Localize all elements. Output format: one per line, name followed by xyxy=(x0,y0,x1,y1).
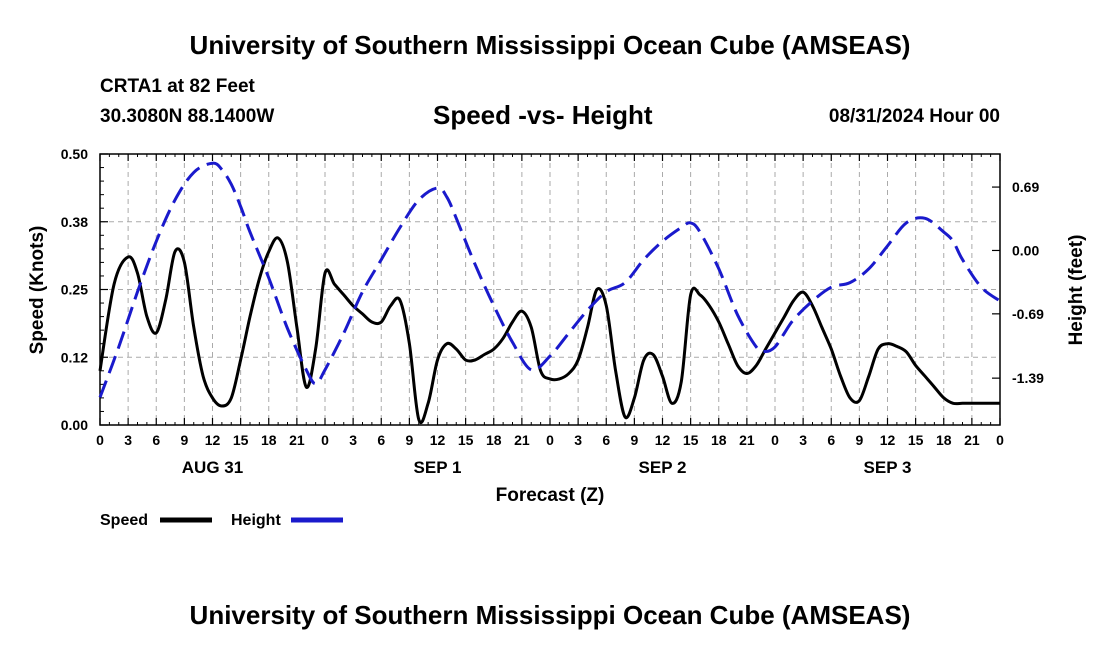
station-name: CRTA1 at 82 Feet xyxy=(100,76,255,97)
x-tick-label: 9 xyxy=(855,432,863,448)
x-tick-label: 3 xyxy=(799,432,807,448)
x-tick-label: 21 xyxy=(964,432,980,448)
x-tick-label: 15 xyxy=(683,432,699,448)
x-tick-label: 15 xyxy=(458,432,474,448)
y-axis-left-label: Speed (Knots) xyxy=(27,226,48,355)
x-tick-label: 21 xyxy=(739,432,755,448)
y-right-tick-label: -0.69 xyxy=(1012,306,1044,322)
data-series xyxy=(98,161,1001,425)
y-left-tick-label: 0.00 xyxy=(61,417,88,433)
legend-height-label: Height xyxy=(231,512,281,529)
x-tick-label: 9 xyxy=(180,432,188,448)
forecast-datetime: 08/31/2024 Hour 00 xyxy=(828,106,1000,127)
page-title: University of Southern Mississippi Ocean… xyxy=(189,30,911,60)
x-tick-label: 21 xyxy=(514,432,530,448)
x-tick-label: 21 xyxy=(289,432,305,448)
x-tick-label: 3 xyxy=(574,432,582,448)
x-tick-label: 0 xyxy=(96,432,104,448)
legend-speed-label: Speed xyxy=(100,512,148,529)
x-tick-label: 6 xyxy=(827,432,835,448)
series-height-line xyxy=(98,161,1001,398)
x-tick-label: 18 xyxy=(936,432,952,448)
x-tick-label: 6 xyxy=(602,432,610,448)
x-tick-label: 6 xyxy=(152,432,160,448)
x-tick-label: 18 xyxy=(261,432,277,448)
x-tick-label: 12 xyxy=(880,432,896,448)
x-tick-label: 18 xyxy=(486,432,502,448)
y-left-tick-label: 0.50 xyxy=(61,146,88,162)
y-left-tick-label: 0.25 xyxy=(61,282,88,298)
x-tick-label: 0 xyxy=(771,432,779,448)
y-axis-right-label: Height (feet) xyxy=(1066,235,1087,346)
legend: Speed Height xyxy=(100,512,343,529)
y-left-tick-label: 0.12 xyxy=(61,349,88,365)
x-tick-label: 9 xyxy=(630,432,638,448)
x-tick-label: 18 xyxy=(711,432,727,448)
axis-ticks: 0 3 6 9 12 15 18 21 0 3 6 9 12 15 18 21 0 3 6 9 12 15 18 21 0 3 6 9… xyxy=(61,146,1044,477)
station-coords: 30.3080N 88.1400W xyxy=(100,106,275,127)
day-label: SEP 3 xyxy=(864,458,912,477)
day-label: SEP 2 xyxy=(639,458,687,477)
footer-title: University of Southern Mississippi Ocean… xyxy=(189,600,911,630)
x-tick-label: 12 xyxy=(430,432,446,448)
day-label: SEP 1 xyxy=(414,458,462,477)
x-tick-label: 3 xyxy=(124,432,132,448)
x-tick-label: 12 xyxy=(655,432,671,448)
chart-title: Speed -vs- Height xyxy=(433,100,653,130)
grid-lines xyxy=(100,154,1000,425)
x-tick-label: 0 xyxy=(546,432,554,448)
x-tick-label: 6 xyxy=(377,432,385,448)
y-right-tick-label: -1.39 xyxy=(1012,370,1044,386)
day-label: AUG 31 xyxy=(182,458,243,477)
x-tick-label: 12 xyxy=(205,432,221,448)
y-right-tick-label: 0.69 xyxy=(1012,179,1039,195)
x-tick-label: 15 xyxy=(908,432,924,448)
x-tick-label: 0 xyxy=(321,432,329,448)
y-left-tick-label: 0.38 xyxy=(61,214,88,230)
x-axis-label: Forecast (Z) xyxy=(496,485,605,506)
x-tick-label: 3 xyxy=(349,432,357,448)
y-right-tick-label: 0.00 xyxy=(1012,242,1039,258)
x-tick-label: 9 xyxy=(405,432,413,448)
x-tick-label: 0 xyxy=(996,432,1004,448)
series-speed-line xyxy=(98,236,1000,425)
x-tick-label: 15 xyxy=(233,432,249,448)
